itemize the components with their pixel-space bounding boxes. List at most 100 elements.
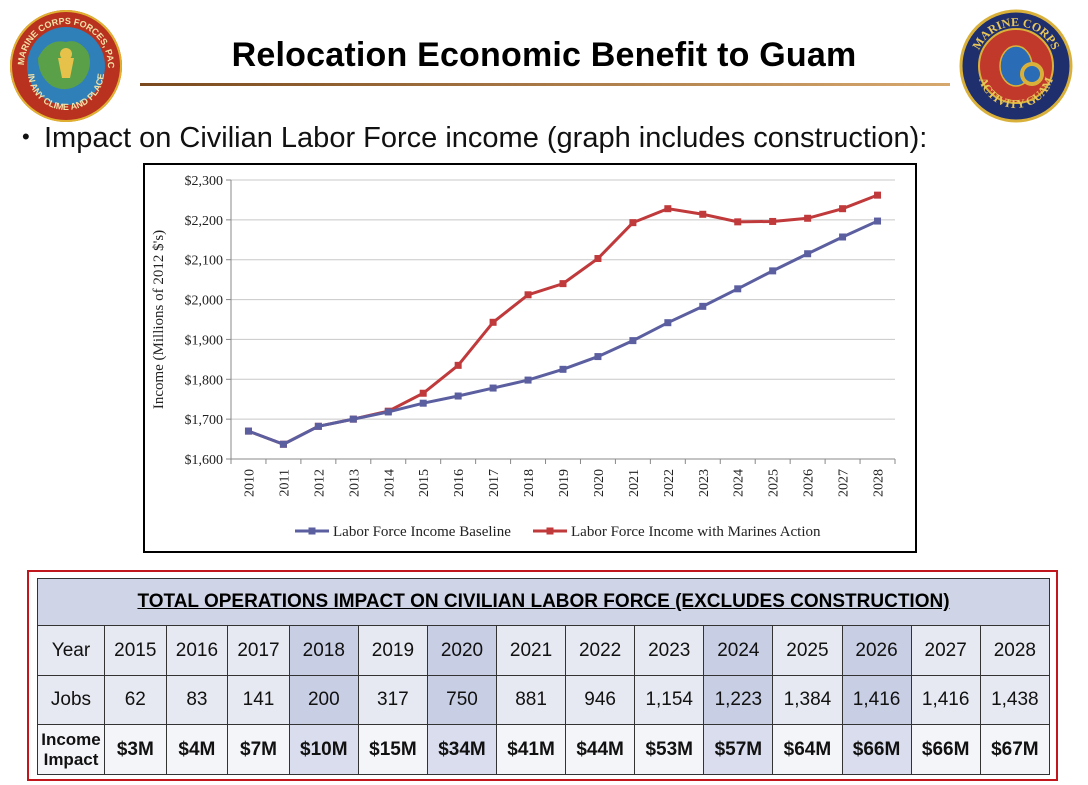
jobs-cell: 62 (104, 674, 167, 726)
series-0-point (559, 365, 567, 373)
y-tick-label: $1,900 (185, 333, 224, 348)
years-cell: 2028 (979, 625, 1051, 676)
jobs-cell: 1,416 (910, 674, 981, 726)
series-0-point (454, 392, 462, 400)
series-0-point (839, 233, 847, 241)
years-cell: 2018 (288, 625, 359, 676)
years-cell: 2023 (634, 625, 705, 676)
x-tick-label: 2010 (242, 469, 257, 497)
jobs-cell: 881 (496, 674, 567, 726)
series-1-point (629, 219, 637, 227)
row-label-jobs: Jobs (37, 674, 105, 726)
income-cell: $15M (357, 724, 428, 775)
income-cell: $34M (426, 724, 498, 775)
jobs-cell: 750 (426, 674, 498, 726)
years-cell: 2024 (703, 625, 774, 676)
income-cell: $64M (772, 724, 843, 775)
x-tick-label: 2025 (767, 469, 782, 497)
jobs-cell: 946 (565, 674, 636, 726)
y-tick-label: $2,100 (185, 254, 224, 269)
jobs-cell: 200 (288, 674, 359, 726)
series-0-point (314, 422, 322, 430)
jobs-cell: 83 (165, 674, 229, 726)
y-axis-label: Income (Millions of 2012 $'s) (151, 230, 167, 409)
legend-label-0: Labor Force Income Baseline (333, 524, 511, 540)
series-1-point (839, 205, 847, 213)
series-1-point (489, 318, 497, 326)
x-tick-label: 2027 (837, 469, 852, 497)
x-tick-label: 2019 (557, 469, 572, 497)
series-0-point (244, 427, 252, 435)
income-line-chart: $1,600 $1,700 $1,800 $1,900 $2,000 $2,100 $2,2… (151, 174, 896, 540)
y-tick-label: $1,800 (185, 373, 224, 388)
x-tick-label: 2021 (627, 469, 642, 497)
y-tick-label: $1,600 (185, 453, 224, 468)
series-0-point (384, 408, 392, 416)
series-0-point (419, 399, 427, 407)
income-cell: $10M (288, 724, 359, 775)
years-cell: 2021 (496, 625, 567, 676)
years-cell: 2017 (227, 625, 290, 676)
table-title: TOTAL OPERATIONS IMPACT ON CIVILIAN LABO… (37, 577, 1050, 627)
years-cell: 2020 (426, 625, 498, 676)
x-tick-label: 2024 (732, 469, 747, 497)
series-0-point (349, 415, 357, 423)
income-cell: $66M (910, 724, 981, 775)
years-cell: 2022 (565, 625, 636, 676)
series-1-point (769, 217, 777, 225)
table-row-income: Income Impact $3M $4M $7M $10M $15M $34M $41M $4… (37, 724, 1051, 775)
x-tick-label: 2015 (417, 469, 432, 497)
jobs-cell: 317 (357, 674, 428, 726)
legend-marker-1 (546, 527, 554, 535)
x-tick-label: 2017 (487, 469, 502, 497)
marine-corps-activity-guam-seal-icon: MARINE CORPS ACTIVITY GUAM (959, 9, 1073, 123)
years-cell: 2019 (357, 625, 428, 676)
years-cell: 2016 (165, 625, 229, 676)
row-label-income: Income Impact (37, 724, 105, 775)
jobs-cell: 141 (227, 674, 290, 726)
income-cell: $7M (227, 724, 290, 775)
income-cell: $67M (979, 724, 1051, 775)
y-tick-label: $1,700 (185, 413, 224, 428)
years-cell: 2025 (772, 625, 843, 676)
series-0-point (524, 376, 532, 384)
series-0-point (804, 250, 812, 258)
x-tick-label: 2022 (662, 469, 677, 497)
operations-impact-table-frame: TOTAL OPERATIONS IMPACT ON CIVILIAN LABO… (27, 570, 1058, 781)
y-tick-label: $2,300 (185, 174, 224, 189)
years-cell: 2015 (104, 625, 167, 676)
series-0-point (629, 337, 637, 345)
chart-frame: $1,600 $1,700 $1,800 $1,900 $2,000 $2,100 $2,2… (143, 163, 917, 553)
x-tick-label: 2013 (347, 469, 362, 497)
series-0-point (769, 267, 777, 275)
x-tick-label: 2011 (277, 469, 292, 496)
series-1-point (734, 218, 742, 226)
legend-label-1: Labor Force Income with Marines Action (571, 524, 821, 540)
jobs-cell: 1,384 (772, 674, 843, 726)
series-0-point (594, 353, 602, 361)
series-1-point (524, 291, 532, 299)
bullet-dot-icon: • (22, 124, 30, 149)
y-tick-label: $2,200 (185, 214, 224, 229)
jobs-cell: 1,154 (634, 674, 705, 726)
series-0-point (279, 440, 287, 448)
x-tick-label: 2028 (872, 469, 887, 497)
jobs-cell: 1,223 (703, 674, 774, 726)
usmc-forces-pacific-seal-icon: U.S. MARINE CORPS FORCES, PACIFIC IN ANY… (8, 8, 122, 122)
series-1-point (699, 210, 707, 218)
y-tick-label: $2,000 (185, 294, 224, 309)
series-0-point (734, 285, 742, 293)
jobs-cell: 1,416 (841, 674, 912, 726)
income-cell: $66M (841, 724, 912, 775)
legend-marker-0 (308, 527, 316, 535)
x-tick-label: 2016 (452, 469, 467, 497)
x-tick-label: 2018 (522, 469, 537, 497)
income-cell: $4M (165, 724, 229, 775)
x-tick-label: 2020 (592, 469, 607, 497)
row-label-income-line1: Income (41, 729, 101, 749)
series-0-point (874, 217, 882, 225)
series-0-point (489, 384, 497, 392)
series-line-1 (247, 193, 879, 446)
series-1-point (594, 255, 602, 263)
page-title: Relocation Economic Benefit to Guam (231, 36, 857, 74)
